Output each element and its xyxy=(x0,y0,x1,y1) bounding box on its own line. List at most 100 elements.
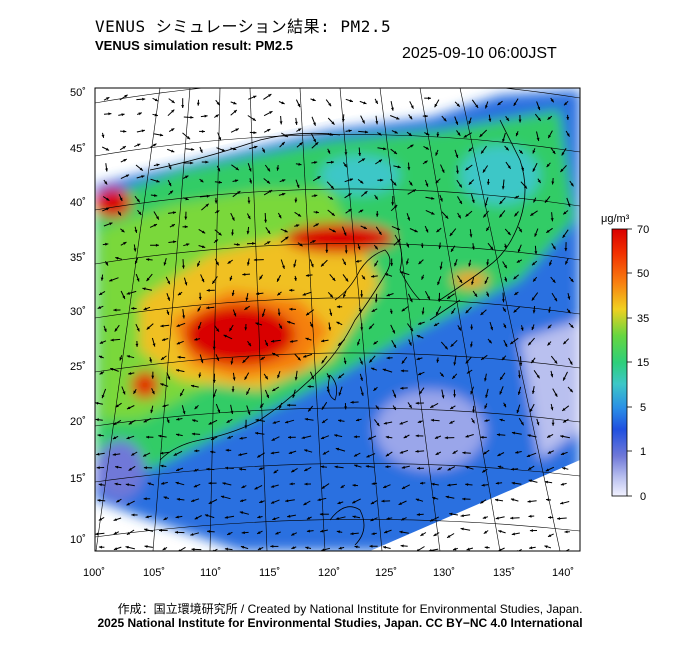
wind-arrow-head xyxy=(306,529,310,533)
wind-arrow-head xyxy=(338,419,342,423)
wind-arrow-head xyxy=(511,431,516,435)
wind-arrow-head xyxy=(393,406,396,410)
wind-arrow-head xyxy=(98,545,102,549)
wind-arrow-head xyxy=(500,376,503,380)
wind-arrow-head xyxy=(567,296,571,300)
wind-arrow-head xyxy=(247,411,251,415)
wind-arrow-head xyxy=(394,205,398,209)
wind-arrow-head xyxy=(449,512,453,516)
wind-arrow-head xyxy=(205,203,209,207)
wind-arrow-head xyxy=(115,465,119,469)
wind-arrow-head xyxy=(397,239,401,243)
wind-arrow-head xyxy=(113,531,118,535)
wind-arrow-head xyxy=(533,278,537,282)
wind-arrow-head xyxy=(421,276,425,280)
wind-arrow-head xyxy=(272,353,276,356)
colorbar: μg/m³ 70 50 35 15 5 1 0 xyxy=(601,213,649,503)
wind-arrow-head xyxy=(141,175,145,178)
wind-arrow-head xyxy=(552,279,556,283)
wind-arrow-head xyxy=(552,150,556,154)
wind-arrow-head xyxy=(343,294,346,298)
wind-arrow-head xyxy=(310,263,314,268)
wind-arrow-head xyxy=(336,305,340,309)
wind-arrow-head xyxy=(105,207,110,211)
wind-arrow-head xyxy=(437,281,440,286)
wind-arrow-head xyxy=(527,434,531,437)
lat-label: 15˚ xyxy=(70,473,86,485)
wind-arrow-head xyxy=(190,115,194,119)
wind-arrow-head xyxy=(495,498,499,502)
lon-label: 130˚ xyxy=(433,567,455,579)
wind-arrow-head xyxy=(371,309,375,312)
wind-arrow-head xyxy=(528,342,532,346)
wind-arrow-head xyxy=(98,483,102,487)
wind-arrow-head xyxy=(503,324,506,329)
wind-arrow-head xyxy=(373,387,377,391)
wind-arrow-head xyxy=(176,369,180,372)
wind-arrow-head xyxy=(393,394,396,398)
wind-arrow-head xyxy=(121,113,125,117)
wind-arrow-head xyxy=(128,421,132,425)
wind-arrow-head xyxy=(551,181,555,185)
wind-arrow-head xyxy=(214,200,218,204)
wind-arrow-head xyxy=(364,191,368,195)
wind-arrow-head xyxy=(297,128,302,132)
wind-arrow-head xyxy=(279,325,282,329)
wind-arrow-head xyxy=(208,481,212,485)
wind-arrow-head xyxy=(149,359,152,363)
wind-arrow-head xyxy=(112,436,117,439)
wind-arrow-head xyxy=(218,180,222,184)
wind-arrow-head xyxy=(412,189,416,193)
wind-arrow-head xyxy=(455,121,459,125)
wind-arrow-head xyxy=(409,116,413,120)
wind-arrow-head xyxy=(227,532,231,535)
wind-arrow-head xyxy=(504,264,507,269)
wind-arrow-head xyxy=(434,436,439,439)
wind-arrow-head xyxy=(151,375,155,379)
wind-arrow-head xyxy=(172,211,176,215)
wind-arrow-head xyxy=(471,281,474,285)
wind-arrow-head xyxy=(206,306,210,310)
wind-arrow-head xyxy=(420,533,424,536)
wind-arrow-head xyxy=(191,547,195,551)
wind-arrow-head xyxy=(97,433,101,437)
wind-arrow-head xyxy=(511,481,515,485)
wind-arrow-head xyxy=(144,545,148,548)
wind-arrow-head xyxy=(169,190,173,194)
wind-arrow-head xyxy=(457,215,461,219)
wind-arrow-head xyxy=(113,308,117,312)
wind-arrow-head xyxy=(362,120,365,124)
wind-arrow-head xyxy=(403,435,407,438)
wind-arrow-head xyxy=(410,105,414,109)
wind-arrow-head xyxy=(409,182,413,186)
wind-arrow-head xyxy=(452,375,456,379)
wind-arrow-head xyxy=(168,182,172,187)
wind-arrow-head xyxy=(401,465,405,469)
colorbar-ramp xyxy=(611,228,628,497)
wind-arrow-head xyxy=(131,452,135,456)
lon-label: 135˚ xyxy=(493,567,515,579)
wind-arrow-head xyxy=(304,482,308,486)
wind-arrow-head xyxy=(341,118,345,122)
wind-arrow-head xyxy=(546,229,550,233)
wind-arrow-head xyxy=(371,274,375,278)
wind-arrow-head xyxy=(466,370,471,374)
wind-arrow-head xyxy=(198,296,202,300)
wind-arrow-head xyxy=(272,517,276,521)
wind-arrow-head xyxy=(531,326,535,331)
wind-arrow-head xyxy=(531,297,535,301)
wind-arrow-head xyxy=(544,545,548,549)
wind-arrow-head xyxy=(560,501,564,505)
wind-arrow-head xyxy=(304,417,308,421)
wind-arrow-head xyxy=(292,394,296,398)
wind-arrow-head xyxy=(212,394,216,398)
wind-arrow-head xyxy=(216,210,220,214)
wind-arrow-head xyxy=(233,147,237,151)
wind-arrow-head xyxy=(198,326,201,330)
wind-arrow-head xyxy=(240,499,244,502)
wind-arrow-head xyxy=(343,261,346,265)
lon-label: 110˚ xyxy=(200,567,221,579)
wind-arrow-head xyxy=(233,101,237,105)
wind-arrow-head xyxy=(343,232,347,236)
wind-arrow-head xyxy=(490,246,494,250)
